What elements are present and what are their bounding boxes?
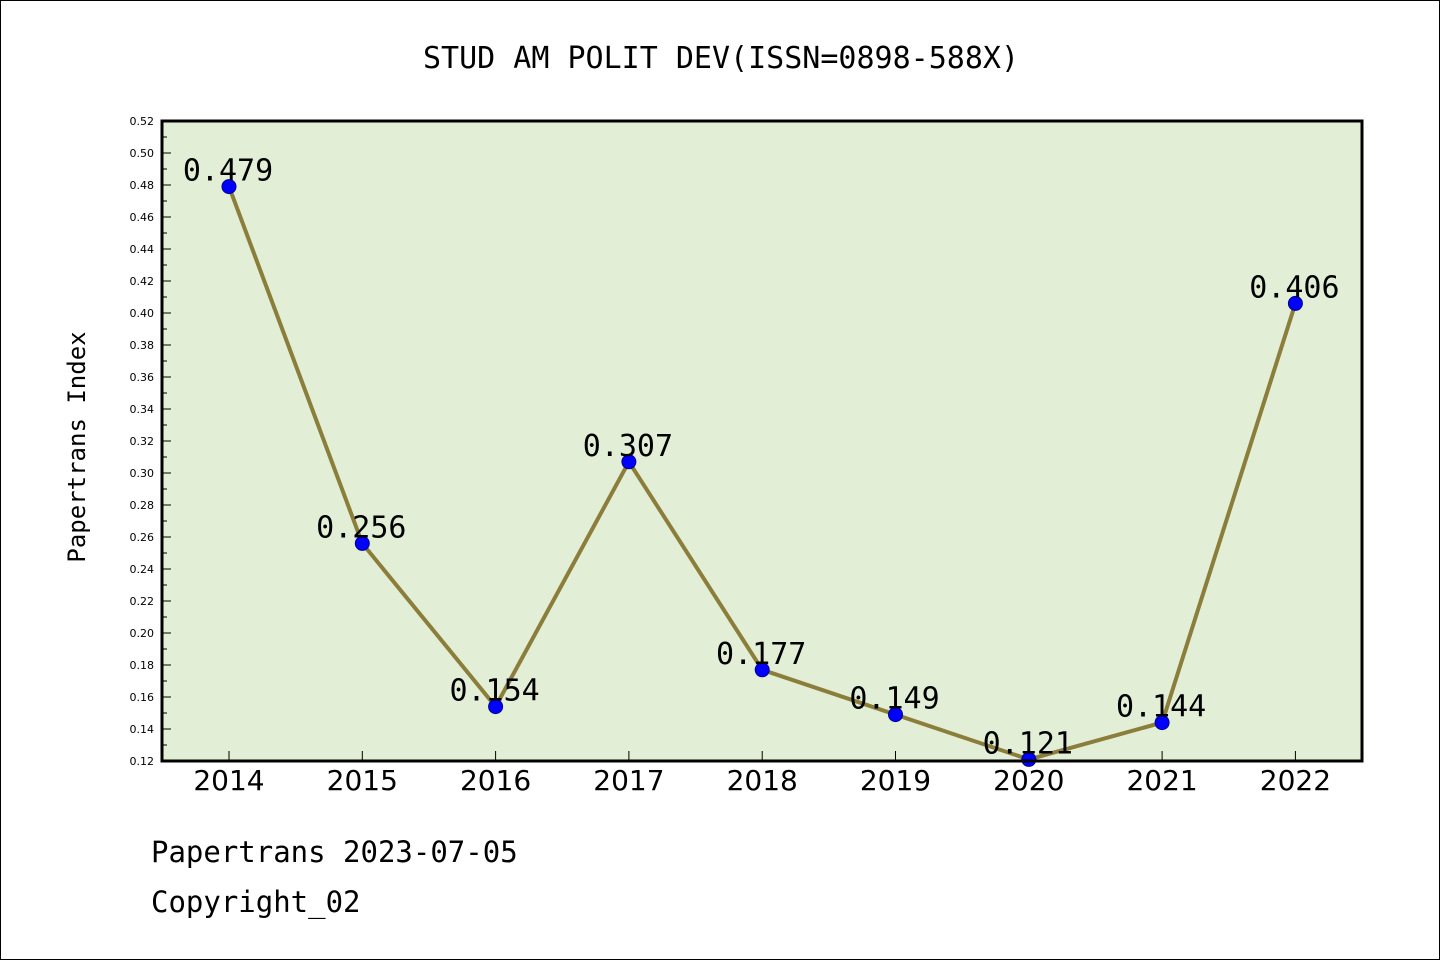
data-labels: 0.479 0.256 0.154 0.307 0.177 0.149 0.121 0.144… <box>183 154 1340 762</box>
y-tick-label: 0.52 <box>130 115 155 128</box>
data-point <box>354 535 370 551</box>
y-tick-label: 0.42 <box>130 275 155 288</box>
y-tick-label: 0.26 <box>130 531 155 544</box>
y-tick-label: 0.34 <box>130 403 155 416</box>
x-axis-ticks: 2014 2015 2016 2017 2018 2019 2020 2021 2022 <box>193 751 1331 797</box>
y-tick-label: 0.16 <box>130 691 155 704</box>
data-label: 0.406 <box>1249 270 1339 305</box>
y-tick-label: 0.46 <box>130 211 155 224</box>
y-tick-label: 0.20 <box>130 627 155 640</box>
data-point <box>754 662 770 678</box>
data-point <box>221 179 237 195</box>
x-tick-label: 2020 <box>993 764 1064 797</box>
chart-title: STUD AM POLIT DEV(ISSN=0898-588X) <box>423 41 1019 76</box>
x-tick-label: 2019 <box>860 764 931 797</box>
data-point <box>621 454 637 470</box>
y-tick-label: 0.14 <box>130 723 155 736</box>
data-label: 0.144 <box>1116 690 1206 725</box>
data-point <box>888 707 903 723</box>
y-tick-label: 0.38 <box>130 339 155 352</box>
plot-border <box>160 119 1364 763</box>
data-label: 0.149 <box>849 682 939 717</box>
y-tick-label: 0.22 <box>130 595 155 608</box>
y-axis-label: Papertrans Index <box>63 331 91 562</box>
data-label: 0.256 <box>316 510 406 545</box>
data-label: 0.154 <box>449 674 539 709</box>
x-tick-label: 2017 <box>593 764 664 797</box>
y-tick-label: 0.48 <box>130 179 155 192</box>
data-label: 0.121 <box>983 726 1073 761</box>
y-tick-label: 0.28 <box>130 499 155 512</box>
y-tick-label: 0.12 <box>130 755 155 768</box>
plot-area <box>162 121 1362 761</box>
x-tick-label: 2015 <box>327 764 398 797</box>
x-tick-label: 2016 <box>460 764 531 797</box>
footer-copyright: Copyright_02 <box>151 885 361 919</box>
y-tick-label: 0.24 <box>130 563 155 576</box>
y-axis-ticks: 0.12 0.14 0.16 0.18 0.20 0.22 0.24 0.26 0.28 0.30… <box>130 115 171 768</box>
x-tick-label: 2021 <box>1126 764 1197 797</box>
series-group <box>221 179 1303 767</box>
data-point <box>1154 715 1170 731</box>
data-point <box>1021 751 1037 767</box>
y-tick-label: 0.18 <box>130 659 155 672</box>
x-tick-label: 2018 <box>727 764 798 797</box>
y-tick-label: 0.30 <box>130 467 155 480</box>
y-tick-label: 0.40 <box>130 307 155 320</box>
data-label: 0.307 <box>583 429 673 464</box>
x-tick-label: 2022 <box>1260 764 1331 797</box>
data-label: 0.177 <box>716 637 806 672</box>
data-label: 0.479 <box>183 154 273 189</box>
footer-date: Papertrans 2023-07-05 <box>151 835 518 869</box>
y-tick-label: 0.32 <box>130 435 155 448</box>
y-tick-label: 0.50 <box>130 147 155 160</box>
y-tick-label: 0.44 <box>130 243 155 256</box>
data-point <box>488 699 504 715</box>
data-point <box>1287 295 1303 311</box>
y-tick-label: 0.36 <box>130 371 155 384</box>
x-tick-label: 2014 <box>193 764 264 797</box>
